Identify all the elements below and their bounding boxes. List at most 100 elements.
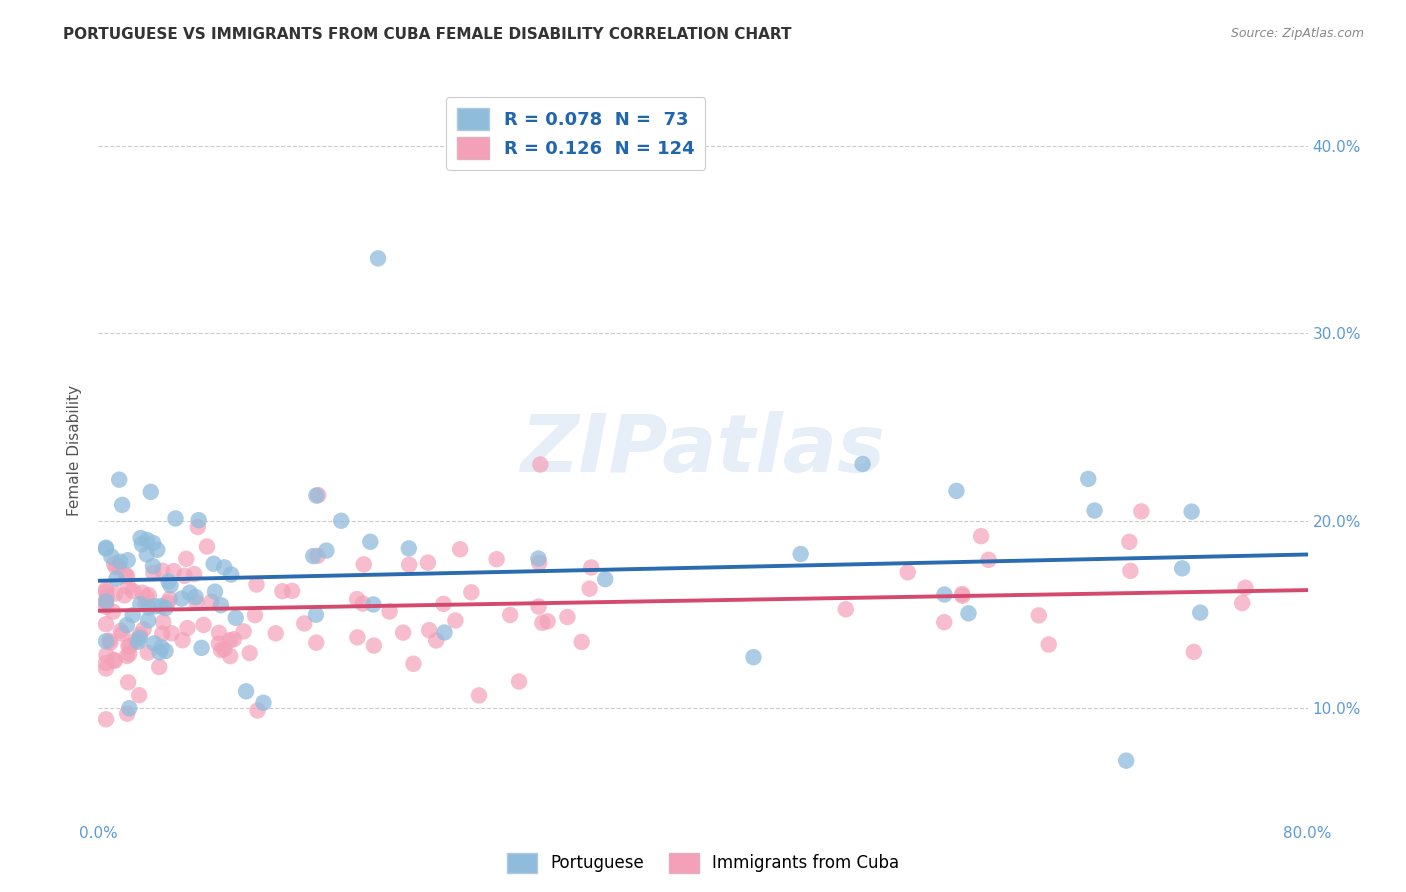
Point [163, 564, 186, 578]
Point [142, 559, 165, 574]
Point [957, 607, 980, 621]
Point [135, 548, 157, 562]
Point [136, 646, 159, 660]
Point [190, 640, 212, 655]
Point [138, 600, 160, 615]
Point [117, 553, 139, 567]
Point [742, 650, 765, 665]
Point [129, 531, 152, 545]
Point [945, 483, 967, 498]
Point [531, 615, 554, 630]
Point [222, 632, 245, 647]
Point [252, 696, 274, 710]
Point [1115, 754, 1137, 768]
Point [128, 631, 150, 645]
Point [485, 552, 508, 566]
Point [243, 608, 266, 623]
Point [187, 513, 209, 527]
Point [239, 646, 262, 660]
Point [330, 514, 353, 528]
Point [160, 626, 183, 640]
Point [138, 588, 160, 602]
Point [202, 557, 225, 571]
Point [104, 560, 127, 574]
Point [146, 542, 169, 557]
Point [117, 675, 139, 690]
Point [1232, 596, 1254, 610]
Point [117, 580, 139, 594]
Point [184, 590, 207, 604]
Point [94, 582, 117, 597]
Point [157, 574, 180, 589]
Point [934, 615, 956, 630]
Text: ZIPatlas: ZIPatlas [520, 411, 886, 490]
Legend: R = 0.078  N =  73, R = 0.126  N = 124: R = 0.078 N = 73, R = 0.126 N = 124 [446, 96, 706, 169]
Point [142, 536, 165, 550]
Point [103, 653, 125, 667]
Point [346, 592, 368, 607]
Point [578, 582, 600, 596]
Point [94, 712, 117, 726]
Point [118, 640, 141, 654]
Point [378, 604, 401, 618]
Point [165, 511, 187, 525]
Point [214, 560, 236, 574]
Point [129, 628, 152, 642]
Point [114, 567, 136, 582]
Point [1077, 472, 1099, 486]
Point [392, 625, 415, 640]
Point [209, 643, 232, 657]
Point [110, 624, 132, 638]
Point [94, 661, 117, 675]
Point [934, 588, 956, 602]
Point [115, 569, 138, 583]
Y-axis label: Female Disability: Female Disability [67, 384, 83, 516]
Point [789, 547, 811, 561]
Point [121, 608, 143, 623]
Point [150, 564, 173, 578]
Point [402, 657, 425, 671]
Point [187, 520, 209, 534]
Point [117, 639, 139, 653]
Point [94, 584, 117, 599]
Point [305, 489, 328, 503]
Point [219, 649, 242, 664]
Point [225, 611, 247, 625]
Point [208, 625, 231, 640]
Point [94, 599, 117, 614]
Point [142, 566, 165, 580]
Point [1083, 503, 1105, 517]
Point [115, 706, 138, 721]
Legend: Portuguese, Immigrants from Cuba: Portuguese, Immigrants from Cuba [501, 847, 905, 880]
Point [950, 587, 973, 601]
Point [149, 645, 172, 659]
Point [264, 626, 287, 640]
Point [134, 597, 156, 611]
Point [307, 549, 329, 563]
Point [115, 648, 138, 663]
Point [1234, 581, 1257, 595]
Point [103, 557, 125, 571]
Point [98, 635, 121, 649]
Point [897, 566, 920, 580]
Point [219, 633, 242, 648]
Point [105, 571, 128, 585]
Point [170, 591, 193, 606]
Point [135, 590, 157, 604]
Point [1038, 638, 1060, 652]
Point [108, 473, 131, 487]
Point [115, 618, 138, 632]
Point [174, 551, 197, 566]
Point [200, 594, 222, 608]
Point [1130, 504, 1153, 518]
Point [150, 640, 173, 655]
Point [208, 637, 231, 651]
Point [176, 621, 198, 635]
Point [529, 556, 551, 570]
Text: Source: ZipAtlas.com: Source: ZipAtlas.com [1230, 27, 1364, 40]
Point [359, 534, 381, 549]
Point [132, 623, 155, 637]
Point [468, 689, 491, 703]
Point [305, 635, 328, 649]
Point [363, 639, 385, 653]
